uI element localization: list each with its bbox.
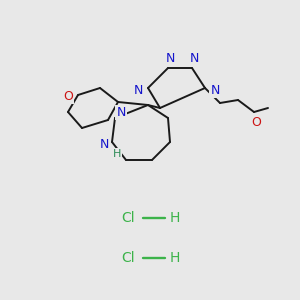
Text: H: H <box>170 251 180 265</box>
Text: O: O <box>63 89 73 103</box>
Text: Cl: Cl <box>121 251 135 265</box>
Text: H: H <box>113 149 121 159</box>
Text: N: N <box>133 83 143 97</box>
Text: N: N <box>189 52 199 65</box>
Text: N: N <box>165 52 175 65</box>
Text: N: N <box>210 83 220 97</box>
Text: O: O <box>251 116 261 130</box>
Text: H: H <box>170 211 180 225</box>
Text: N: N <box>116 106 126 118</box>
Text: N: N <box>99 137 109 151</box>
Text: Cl: Cl <box>121 211 135 225</box>
